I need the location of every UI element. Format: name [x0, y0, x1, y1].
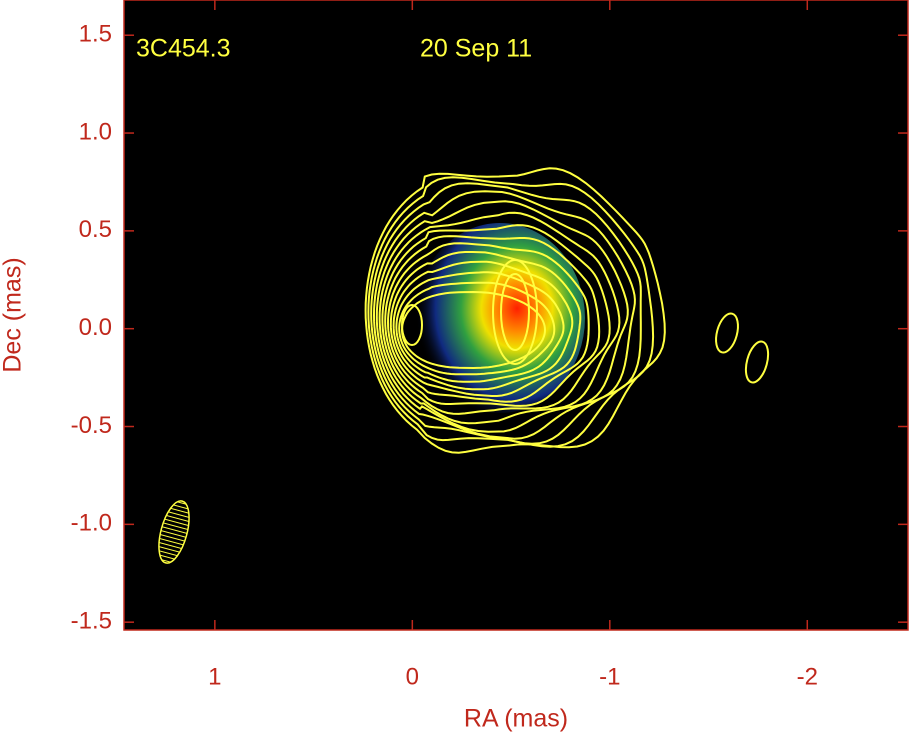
x-axis-label: RA (mas): [464, 705, 568, 733]
contour: [381, 224, 611, 415]
y-tick-label: -0.5: [71, 412, 112, 439]
x-tick-label: -2: [797, 663, 818, 690]
contour: [392, 260, 574, 391]
contour: [370, 182, 642, 445]
x-tick-label: 0: [406, 663, 419, 690]
contour: [492, 259, 538, 365]
contour: [364, 167, 666, 454]
plot-frame: [123, 0, 909, 631]
contours: [364, 167, 770, 454]
contour: [372, 190, 636, 440]
beam: [158, 500, 190, 564]
y-tick-label: 1.5: [79, 21, 112, 48]
contour: [386, 242, 590, 403]
contour: [389, 251, 582, 397]
contour: [367, 176, 655, 448]
contour: [715, 312, 739, 354]
contour: [401, 304, 423, 346]
intensity-map: [415, 223, 585, 413]
y-tick-label: -1.5: [71, 608, 112, 635]
source-name: 3C454.3: [136, 35, 231, 63]
contour: [744, 340, 770, 384]
y-tick-label: 0.0: [79, 314, 112, 341]
x-tick-label: 1: [208, 663, 221, 690]
contour: [500, 273, 530, 351]
y-tick-label: 1.0: [79, 118, 112, 145]
contour: [384, 235, 601, 407]
contour: [378, 211, 621, 425]
y-tick-label: 0.5: [79, 216, 112, 243]
y-tick-label: -1.0: [71, 510, 112, 537]
contour: [398, 281, 556, 376]
epoch: 20 Sep 11: [420, 35, 532, 63]
y-axis-label: Dec (mas): [0, 257, 27, 372]
contour: [375, 200, 629, 433]
x-tick-label: -1: [599, 663, 620, 690]
contour: [395, 271, 565, 383]
